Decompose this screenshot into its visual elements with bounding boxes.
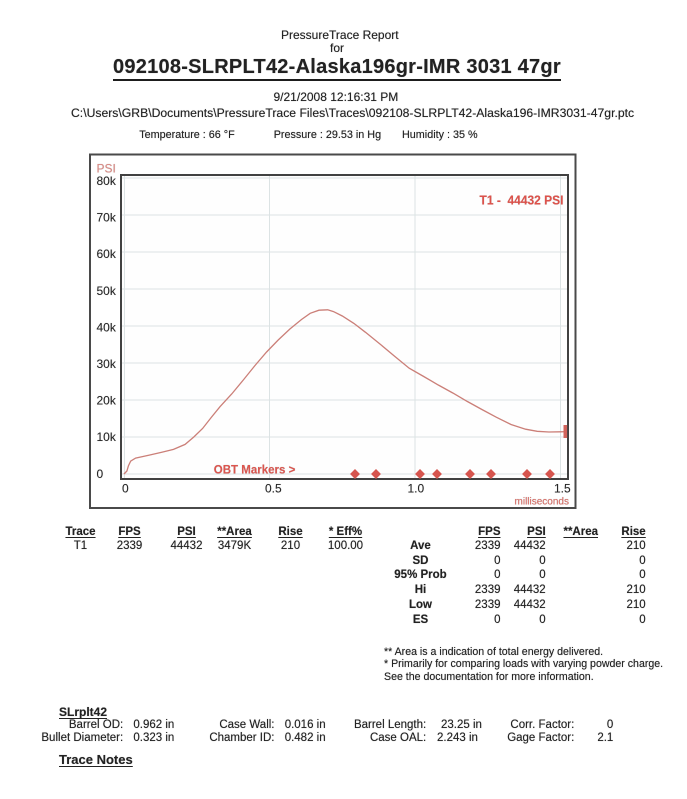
- svg-text:60k: 60k: [97, 247, 117, 261]
- svg-text:1.5: 1.5: [554, 482, 571, 496]
- svg-text:20k: 20k: [97, 394, 117, 408]
- svg-text:0: 0: [97, 467, 104, 481]
- svg-text:0.5: 0.5: [265, 482, 282, 496]
- svg-text:30k: 30k: [97, 357, 117, 371]
- svg-text:0: 0: [122, 482, 129, 496]
- svg-text:50k: 50k: [97, 284, 117, 298]
- svg-text:1.0: 1.0: [408, 482, 425, 496]
- svg-text:milliseconds: milliseconds: [515, 497, 569, 508]
- svg-text:80k: 80k: [97, 174, 117, 188]
- svg-text:40k: 40k: [97, 320, 117, 334]
- svg-text:PSI: PSI: [97, 162, 116, 176]
- svg-text:10k: 10k: [97, 430, 117, 444]
- svg-text:70k: 70k: [97, 211, 117, 225]
- svg-text:OBT Markers >: OBT Markers >: [214, 465, 296, 477]
- svg-text:T1 - 44432 PSI: T1 - 44432 PSI: [480, 193, 564, 208]
